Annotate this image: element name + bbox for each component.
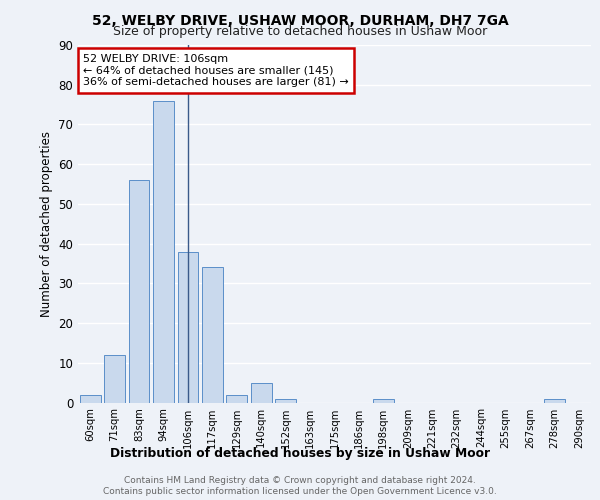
Bar (251, 382, 272, 402)
Text: Contains public sector information licensed under the Open Government Licence v3: Contains public sector information licen… (103, 487, 497, 496)
Bar (80, 394, 101, 402)
Bar (128, 180, 149, 402)
Text: Distribution of detached houses by size in Ushaw Moor: Distribution of detached houses by size … (110, 446, 490, 460)
Bar (104, 355, 125, 403)
Text: Size of property relative to detached houses in Ushaw Moor: Size of property relative to detached ho… (113, 25, 487, 38)
Y-axis label: Number of detached properties: Number of detached properties (40, 130, 53, 317)
Bar (373, 398, 394, 402)
Text: Contains HM Land Registry data © Crown copyright and database right 2024.: Contains HM Land Registry data © Crown c… (124, 476, 476, 485)
Bar (544, 398, 565, 402)
Bar (153, 100, 174, 403)
Bar (202, 268, 223, 402)
Bar (275, 398, 296, 402)
Bar (226, 394, 247, 402)
Text: 52 WELBY DRIVE: 106sqm
← 64% of detached houses are smaller (145)
36% of semi-de: 52 WELBY DRIVE: 106sqm ← 64% of detached… (83, 54, 349, 87)
Bar (178, 252, 199, 402)
Text: 52, WELBY DRIVE, USHAW MOOR, DURHAM, DH7 7GA: 52, WELBY DRIVE, USHAW MOOR, DURHAM, DH7… (92, 14, 508, 28)
